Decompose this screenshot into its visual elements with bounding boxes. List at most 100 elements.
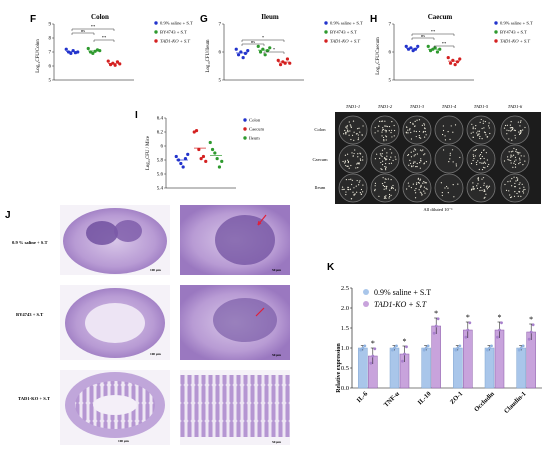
colony xyxy=(512,154,515,156)
colony xyxy=(415,135,417,138)
y-tick-label: 6 xyxy=(389,51,392,56)
colony xyxy=(349,130,351,132)
petri-dish xyxy=(500,173,530,203)
data-point xyxy=(531,323,535,327)
colony xyxy=(512,166,514,168)
colony xyxy=(519,159,521,161)
colony xyxy=(474,155,476,157)
colony xyxy=(409,128,411,130)
data-point xyxy=(395,344,398,348)
plate-row-label: Caecum xyxy=(312,157,327,162)
colony xyxy=(517,178,519,180)
colony xyxy=(357,153,359,155)
data-point xyxy=(181,165,185,169)
colony xyxy=(351,134,354,136)
colony xyxy=(482,177,485,179)
colony xyxy=(479,158,482,160)
colony xyxy=(418,137,421,139)
colony xyxy=(347,160,350,163)
data-point xyxy=(243,51,248,56)
colony xyxy=(510,151,512,153)
colony xyxy=(506,124,508,126)
data-point xyxy=(455,60,460,64)
colony xyxy=(420,184,422,186)
data-point xyxy=(466,328,470,332)
colony xyxy=(488,163,490,166)
colony xyxy=(385,166,387,168)
colony xyxy=(384,181,386,183)
colony xyxy=(519,125,521,127)
colony xyxy=(374,185,376,187)
colony xyxy=(444,139,447,141)
colony xyxy=(524,126,526,129)
colony xyxy=(515,159,517,161)
colony xyxy=(514,137,516,139)
data-point xyxy=(519,346,523,350)
colony xyxy=(512,127,514,129)
y-tick-label: 5 xyxy=(219,79,222,84)
colony xyxy=(421,124,423,126)
colony xyxy=(425,182,428,184)
colony xyxy=(483,190,485,193)
data-point xyxy=(401,359,404,363)
x-tick-label: ZO-1 xyxy=(449,390,464,405)
colony xyxy=(483,127,485,129)
colony xyxy=(352,191,354,193)
data-point xyxy=(263,53,267,57)
colony xyxy=(419,149,422,151)
colony xyxy=(441,194,443,197)
colony xyxy=(348,134,350,136)
scale-bar-label: 100 μm xyxy=(150,268,161,272)
data-point xyxy=(373,347,377,351)
colony xyxy=(384,148,386,150)
colony xyxy=(349,124,351,126)
significance-label: ** xyxy=(431,29,436,34)
colony xyxy=(357,134,359,136)
data-point xyxy=(213,151,217,155)
colony xyxy=(419,162,421,164)
colony xyxy=(385,139,387,141)
colony xyxy=(405,126,408,128)
colony xyxy=(487,186,490,188)
legend: Colon Caecum Ileum xyxy=(243,118,264,141)
colony xyxy=(483,131,486,133)
colony xyxy=(359,180,361,182)
colony xyxy=(415,187,417,190)
colony xyxy=(362,184,364,186)
legend-marker xyxy=(324,30,328,34)
colony xyxy=(483,149,485,151)
data-point xyxy=(422,348,426,352)
data-point xyxy=(453,63,457,67)
colony xyxy=(414,189,416,192)
colony xyxy=(410,156,413,158)
colony xyxy=(423,181,425,183)
colony xyxy=(518,133,521,135)
colony xyxy=(414,120,416,122)
colony xyxy=(423,190,425,192)
petri-dish xyxy=(338,144,368,174)
data-point xyxy=(359,348,363,352)
plate-column-labels: TAD1-1 TAD1-2 TAD1-3 TAD1-4 TAD1-5 TAD1-… xyxy=(346,104,523,109)
colony xyxy=(482,162,484,164)
colony xyxy=(520,155,522,157)
petri-dish xyxy=(434,173,464,203)
y-tick-label: 0.0 xyxy=(341,385,349,392)
colony xyxy=(414,192,417,194)
colony xyxy=(352,155,354,157)
colony xyxy=(447,187,449,189)
petri-dish xyxy=(338,173,368,203)
data-point xyxy=(498,328,501,332)
legend-marker xyxy=(324,39,328,43)
colony xyxy=(508,130,510,132)
histology-images: 100 μm 50 μm 100 μm 50 μm 100 μm 50 μm xyxy=(60,205,290,445)
colony xyxy=(383,185,386,188)
colony xyxy=(516,179,519,181)
colony xyxy=(386,152,388,154)
colony xyxy=(414,125,416,127)
colony xyxy=(425,187,427,190)
colony xyxy=(449,138,451,141)
bar xyxy=(389,347,400,389)
colony xyxy=(385,197,387,200)
data-point xyxy=(192,130,196,134)
colony xyxy=(344,162,346,164)
